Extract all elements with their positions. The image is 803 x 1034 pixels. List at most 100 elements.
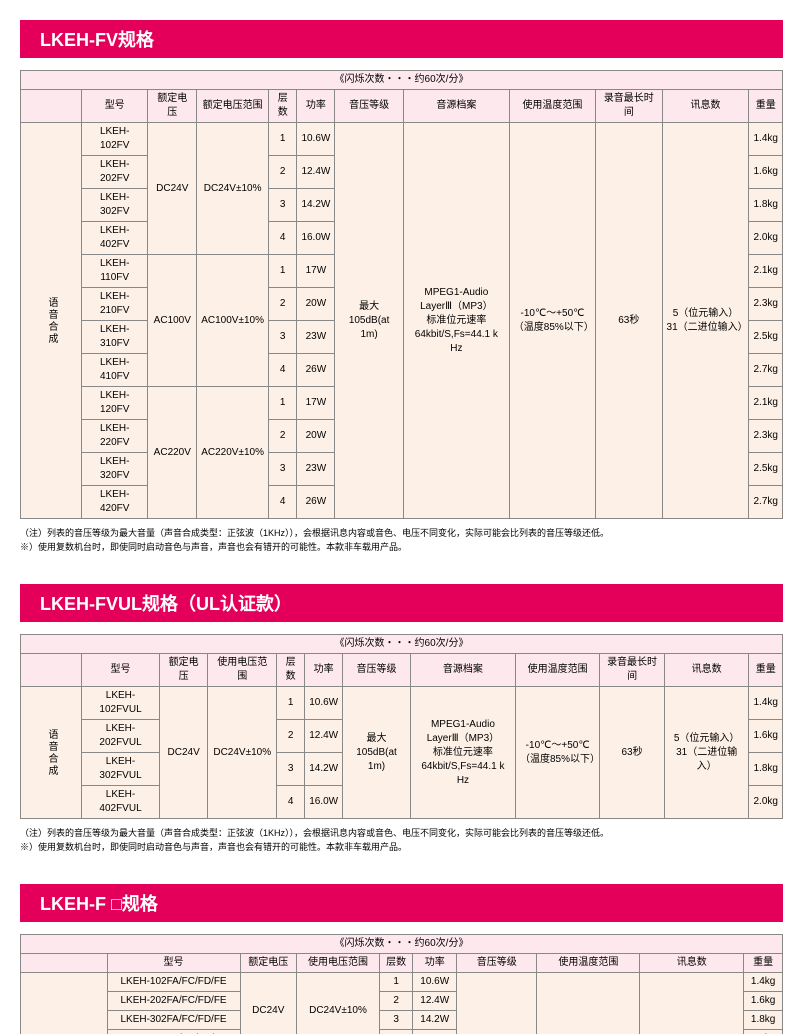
cell-power: 12.4W — [413, 992, 457, 1011]
cell-voltage: AC100V — [148, 255, 197, 387]
cell-voltage: AC220V — [148, 387, 197, 519]
cell-spl: 最大105dB(at 1m) — [343, 687, 411, 819]
cell-layer: 4 — [379, 1030, 412, 1034]
spec-table: 《闪烁次数・・・约60次/分》型号额定电压使用电压范围层数功率音压等级使用温度范… — [20, 934, 783, 1034]
spec-table: 《闪烁次数・・・约60次/分》型号额定电压额定电压范围层数功率音压等级音源档案使… — [20, 70, 783, 519]
col-header: 层数 — [379, 954, 412, 973]
header-blank — [21, 654, 82, 687]
cell-model: LKEH-120FV — [82, 387, 148, 420]
col-header: 讯息数 — [640, 954, 744, 973]
table-row: 旋律与铃声LKEH-102FA/FC/FD/FEDC24VDC24V±10%11… — [21, 973, 783, 992]
cell-model: LKEH-402FA/FC/FD/FE — [107, 1030, 240, 1034]
table-row: 语音合成LKEH-102FVDC24VDC24V±10%110.6W最大105d… — [21, 123, 783, 156]
cell-range: DC24V±10% — [208, 687, 277, 819]
cell-model: LKEH-210FV — [82, 288, 148, 321]
cell-range: AC220V±10% — [197, 387, 269, 519]
cell-layer: 2 — [379, 992, 412, 1011]
cell-layer: 2 — [268, 156, 296, 189]
cell-power: 14.2W — [413, 1011, 457, 1030]
col-header: 功率 — [413, 954, 457, 973]
cell-power: 16.0W — [297, 222, 335, 255]
cell-weight: 2.1kg — [749, 255, 783, 288]
cell-model: LKEH-202FA/FC/FD/FE — [107, 992, 240, 1011]
cell-layer: 1 — [268, 123, 296, 156]
cell-weight: 2.3kg — [749, 288, 783, 321]
cell-weight: 1.6kg — [744, 992, 783, 1011]
cell-model: LKEH-302FA/FC/FD/FE — [107, 1011, 240, 1030]
cell-model: LKEH-202FV — [82, 156, 148, 189]
cell-model: LKEH-310FV — [82, 321, 148, 354]
cell-layer: 3 — [268, 321, 296, 354]
table-caption: 《闪烁次数・・・约60次/分》 — [21, 71, 783, 90]
cell-model: LKEH-302FV — [82, 189, 148, 222]
col-header: 额定电压 — [148, 90, 197, 123]
note-line: ※）使用复数机台时，即使同时启动音色与声音，声音也会有错开的可能性。本款非车载用… — [20, 541, 783, 555]
cell-layer: 2 — [268, 288, 296, 321]
cell-rec: 63秒 — [600, 687, 665, 819]
cell-power: 23W — [297, 321, 335, 354]
cell-weight: 1.6kg — [749, 156, 783, 189]
cell-power: 17W — [297, 255, 335, 288]
cell-model: LKEH-410FV — [82, 354, 148, 387]
cell-range: AC100V±10% — [197, 255, 269, 387]
section-header: LKEH-FVUL规格（UL认证款） — [20, 584, 783, 622]
cell-weight: 2.7kg — [749, 354, 783, 387]
cell-power: 10.6W — [297, 123, 335, 156]
note-line: （注）列表的音压等级为最大音量（声音合成类型：正弦波（1KHz）），会根据讯息内… — [20, 527, 783, 541]
cell-model: LKEH-320FV — [82, 453, 148, 486]
cell-power: 14.2W — [297, 189, 335, 222]
cell-weight: 2.5kg — [749, 321, 783, 354]
cell-weight: 2.7kg — [749, 486, 783, 519]
col-header: 型号 — [82, 654, 160, 687]
cell-voltage: DC24V — [160, 687, 208, 819]
cell-spl: 最大105dB(at 1m) — [457, 973, 537, 1034]
cell-weight: 1.8kg — [749, 189, 783, 222]
col-header: 重量 — [744, 954, 783, 973]
col-header: 重量 — [749, 90, 783, 123]
notes: （注）列表的音压等级为最大音量（声音合成类型：正弦波（1KHz）），会根据讯息内… — [20, 827, 783, 854]
cell-rec: 63秒 — [596, 123, 662, 519]
cell-power: 10.6W — [413, 973, 457, 992]
col-header: 额定电压 — [160, 654, 208, 687]
cell-layer: 3 — [268, 453, 296, 486]
notes: （注）列表的音压等级为最大音量（声音合成类型：正弦波（1KHz）），会根据讯息内… — [20, 527, 783, 554]
cell-voltage: DC24V — [148, 123, 197, 255]
cell-weight: 1.4kg — [749, 687, 783, 720]
table-caption: 《闪烁次数・・・约60次/分》 — [21, 635, 783, 654]
col-header: 音源档案 — [410, 654, 515, 687]
section-header: LKEH-F □规格 — [20, 884, 783, 922]
cell-weight: 1.4kg — [744, 973, 783, 992]
cell-power: 26W — [297, 486, 335, 519]
cell-msg: 5（位元输入）31（二进位输入） — [664, 687, 749, 819]
cell-weight: 2.0kg — [749, 222, 783, 255]
cell-range: DC24V±10% — [197, 123, 269, 255]
cell-range: DC24V±10% — [297, 973, 380, 1034]
cell-power: 12.4W — [297, 156, 335, 189]
col-header: 额定电压范围 — [197, 90, 269, 123]
cell-layer: 4 — [277, 786, 305, 819]
cell-model: LKEH-110FV — [82, 255, 148, 288]
cell-source: MPEG1-AudioLayerⅢ（MP3）标准位元速率64kbit/S,Fs=… — [410, 687, 515, 819]
col-header: 音源档案 — [403, 90, 509, 123]
cell-layer: 4 — [268, 354, 296, 387]
cell-layer: 1 — [268, 387, 296, 420]
cell-temp: -10℃～+50℃（温度85%以下） — [509, 123, 595, 519]
cell-model: LKEH-102FA/FC/FD/FE — [107, 973, 240, 992]
cell-layer: 1 — [268, 255, 296, 288]
cell-model: LKEH-220FV — [82, 420, 148, 453]
col-header: 层数 — [268, 90, 296, 123]
cell-layer: 1 — [379, 973, 412, 992]
cell-model: LKEH-202FVUL — [82, 720, 160, 753]
cell-weight: 2.0kg — [744, 1030, 783, 1034]
cell-power: 20W — [297, 420, 335, 453]
cell-power: 12.4W — [305, 720, 343, 753]
note-line: （注）列表的音压等级为最大音量（声音合成类型：正弦波（1KHz）），会根据讯息内… — [20, 827, 783, 841]
col-header: 功率 — [305, 654, 343, 687]
col-header: 重量 — [749, 654, 783, 687]
cell-temp: -10℃～+50℃（温度85%以下） — [537, 973, 640, 1034]
table-caption: 《闪烁次数・・・约60次/分》 — [21, 935, 783, 954]
col-header: 音压等级 — [457, 954, 537, 973]
cell-weight: 1.4kg — [749, 123, 783, 156]
cell-weight: 2.3kg — [749, 420, 783, 453]
header-blank — [21, 954, 108, 973]
